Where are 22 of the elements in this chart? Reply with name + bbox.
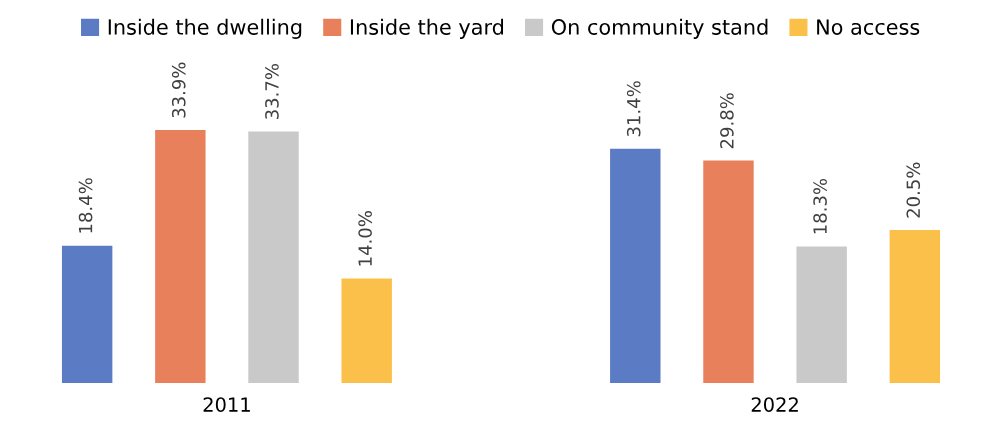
legend-label: No access xyxy=(817,19,920,35)
data-label: 33.7% xyxy=(265,64,279,119)
bar xyxy=(610,148,661,383)
data-label: 14.0% xyxy=(358,211,372,266)
data-label: 33.9% xyxy=(171,62,186,118)
data-label: 29.8% xyxy=(720,93,734,149)
bar xyxy=(889,230,941,383)
legend-label: On community stand xyxy=(551,18,768,39)
legend-label: Inside the dwelling xyxy=(108,18,302,39)
bar xyxy=(341,278,392,383)
data-label: 20.5% xyxy=(906,162,921,218)
data-label: 18.3% xyxy=(813,178,827,234)
data-label: 18.4% xyxy=(78,178,93,233)
legend-label: Inside the yard xyxy=(350,18,503,39)
data-label: 31.4% xyxy=(626,81,641,137)
bar xyxy=(703,160,754,383)
bar xyxy=(248,131,299,383)
bar xyxy=(155,130,206,383)
x-tick-label: 2011 xyxy=(203,397,250,412)
bar xyxy=(796,246,847,383)
bar xyxy=(61,245,113,383)
x-tick-label: 2022 xyxy=(751,397,798,412)
